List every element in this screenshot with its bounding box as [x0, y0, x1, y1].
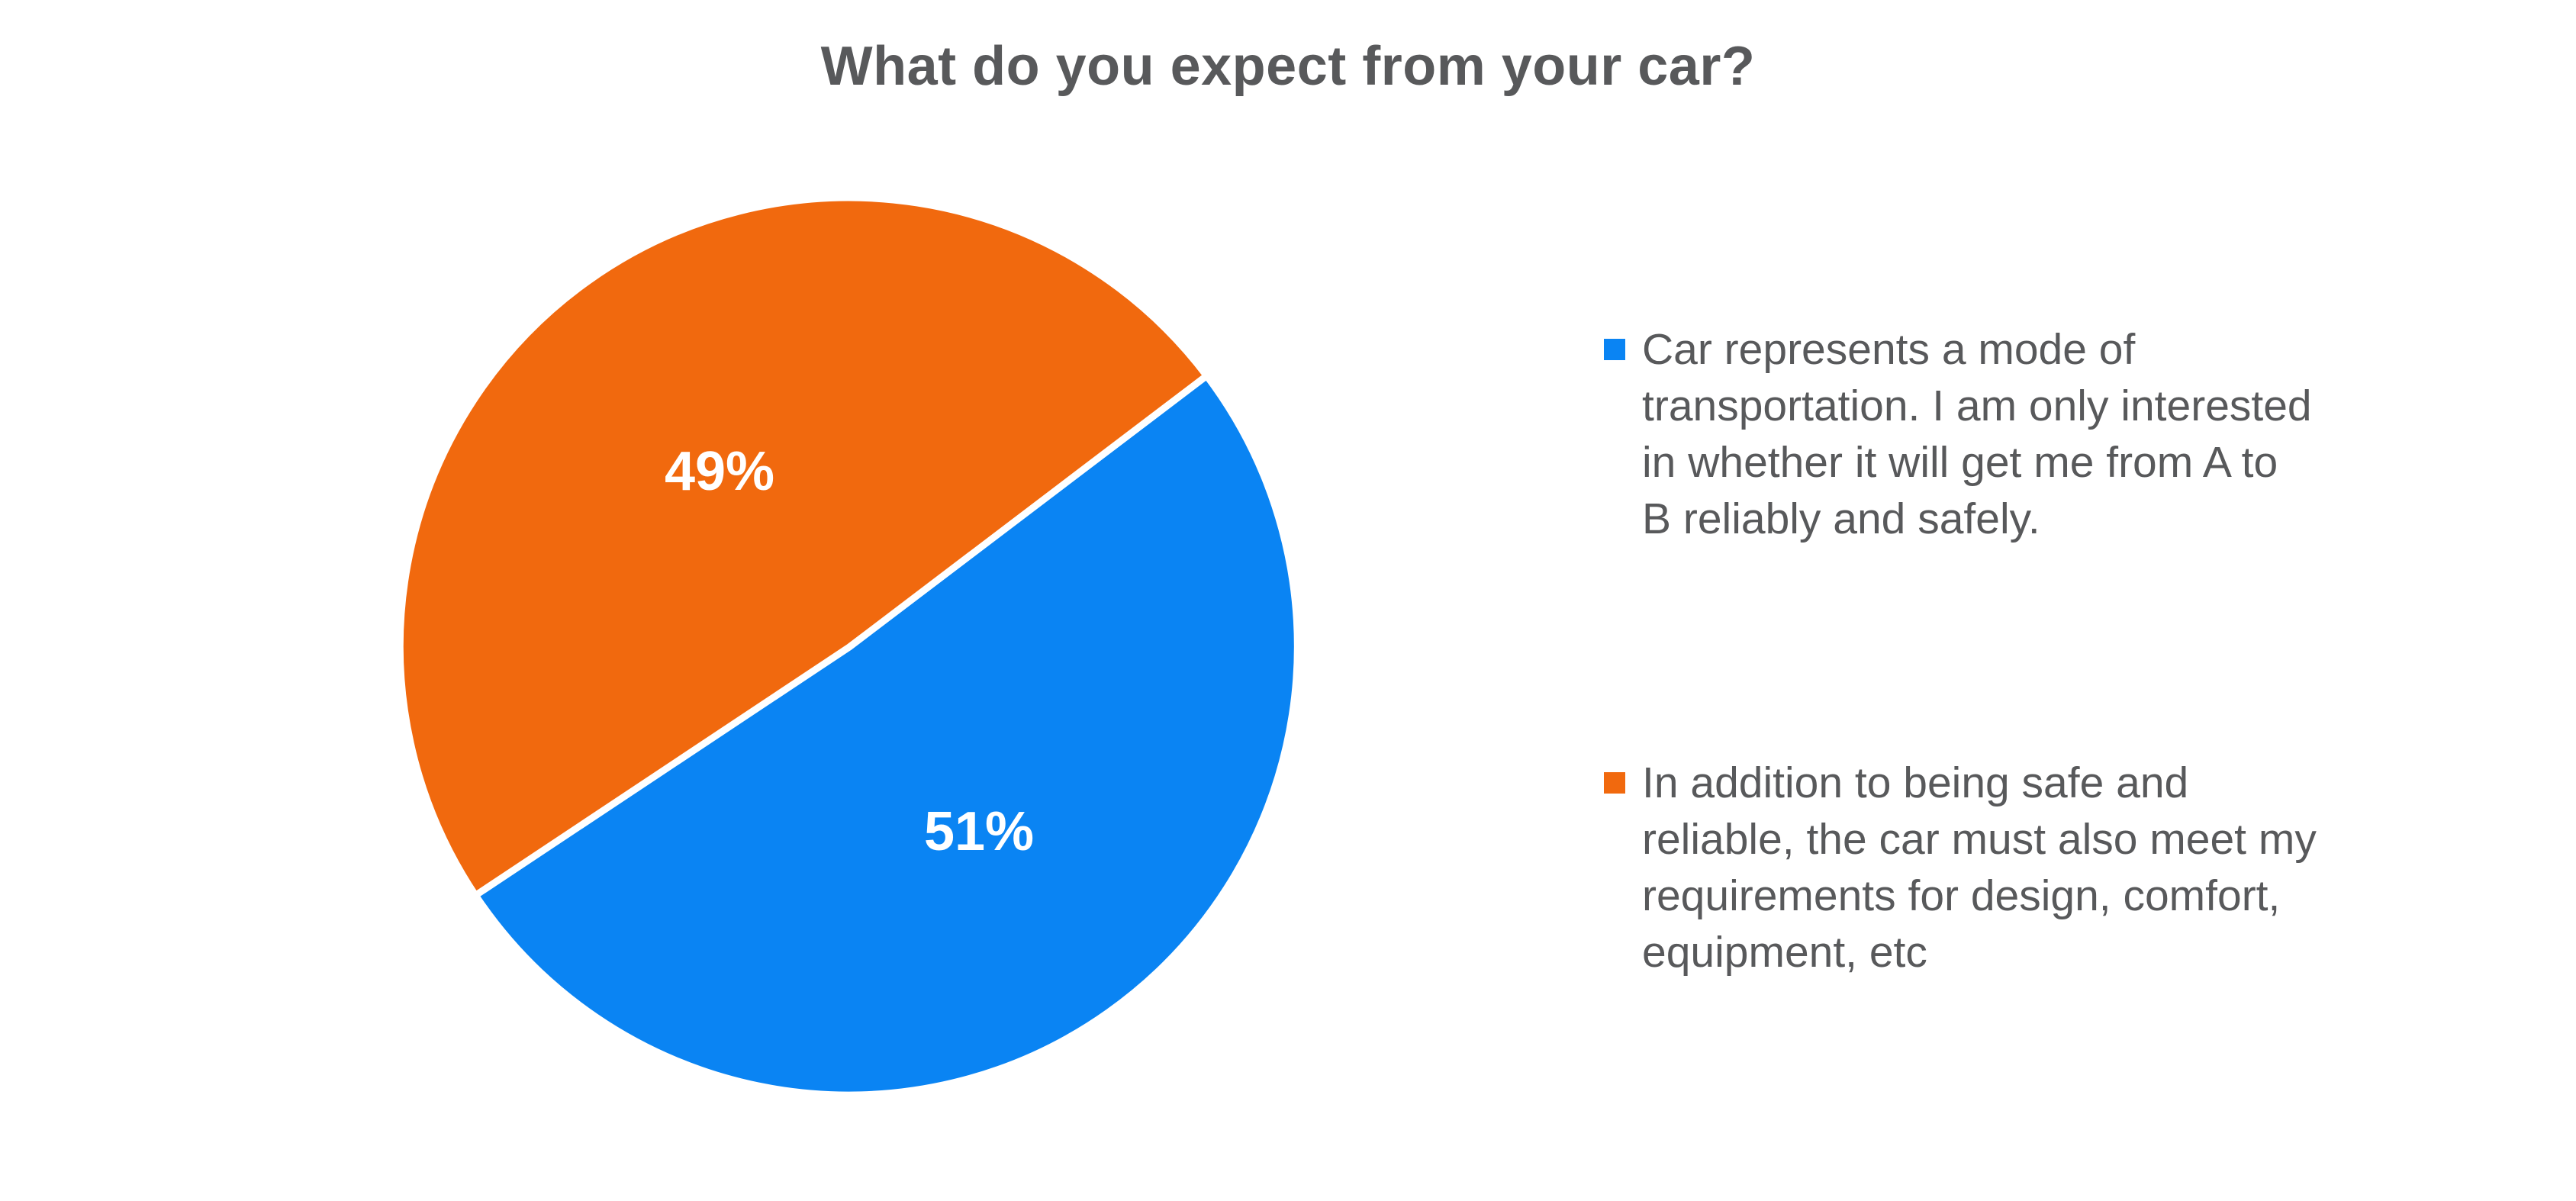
- legend-label-design-comfort: In addition to being safe and reliable, …: [1642, 758, 2317, 977]
- pie-slice-design-comfort[interactable]: [396, 194, 1210, 899]
- pie-slice-transport-only[interactable]: [472, 372, 1301, 1099]
- legend-item-design-comfort[interactable]: In addition to being safe and reliable, …: [1604, 755, 2489, 980]
- legend-item-transport-only[interactable]: Car represents a mode of transportation.…: [1604, 321, 2489, 547]
- legend-swatch-design-comfort: [1604, 772, 1625, 794]
- chart-title: What do you expect from your car?: [820, 36, 1756, 97]
- legend-swatch-transport-only: [1604, 339, 1625, 360]
- pie-percent-label-design-comfort: 49%: [665, 441, 774, 502]
- legend: Car represents a mode of transportation.…: [1604, 321, 2489, 980]
- legend-swatch-rect: [1604, 772, 1625, 794]
- legend-label-transport-only: Car represents a mode of transportation.…: [1642, 325, 2312, 543]
- legend-swatch-rect: [1604, 339, 1625, 360]
- pie-percent-label-transport-only: 51%: [924, 801, 1034, 862]
